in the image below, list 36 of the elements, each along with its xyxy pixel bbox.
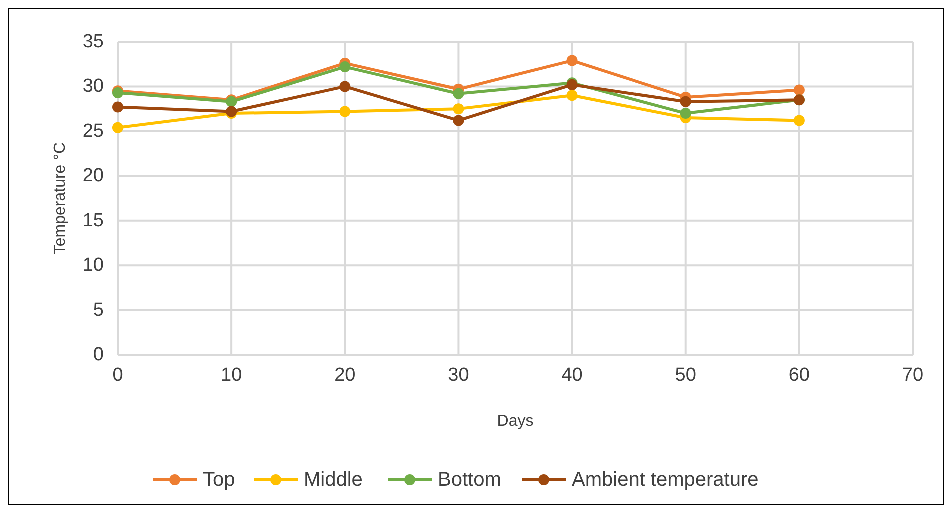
y-tick-label: 35: [82, 32, 104, 52]
y-tick-label: 25: [82, 120, 104, 142]
x-tick-label: 10: [221, 365, 242, 386]
point: [453, 115, 464, 126]
point: [566, 90, 578, 102]
y-tick-label: 30: [82, 76, 104, 98]
point: [794, 84, 805, 96]
point: [453, 104, 464, 115]
legend-label: Ambient temperature: [572, 469, 759, 491]
point: [794, 115, 805, 126]
legend-label: Top: [203, 469, 236, 491]
point: [340, 106, 351, 118]
x-tick-label: 40: [562, 365, 583, 386]
y-tick-label: 15: [82, 210, 104, 232]
point: [340, 62, 351, 73]
y-axis-title: Temperature °C: [52, 142, 69, 255]
y-tick-label: 0: [93, 344, 104, 366]
legend-label: Bottom: [438, 469, 502, 491]
point: [680, 108, 692, 120]
point: [112, 102, 124, 113]
point: [112, 122, 124, 134]
x-axis-title: Days: [497, 413, 534, 430]
point: [566, 55, 578, 66]
y-tick-label: 10: [82, 255, 104, 276]
x-tick-label: 60: [788, 365, 810, 386]
point: [453, 88, 464, 100]
x-tick-label: 20: [334, 365, 356, 386]
x-tick-label: 50: [675, 365, 696, 386]
x-tick-label: 30: [448, 365, 470, 386]
point: [680, 96, 692, 108]
x-tick-label: 70: [902, 365, 924, 386]
point: [340, 81, 351, 92]
y-tick-label: 5: [93, 300, 104, 321]
x-tick-label: 0: [112, 365, 124, 386]
legend-label: Middle: [304, 469, 363, 491]
y-tick-label: 20: [82, 166, 104, 187]
